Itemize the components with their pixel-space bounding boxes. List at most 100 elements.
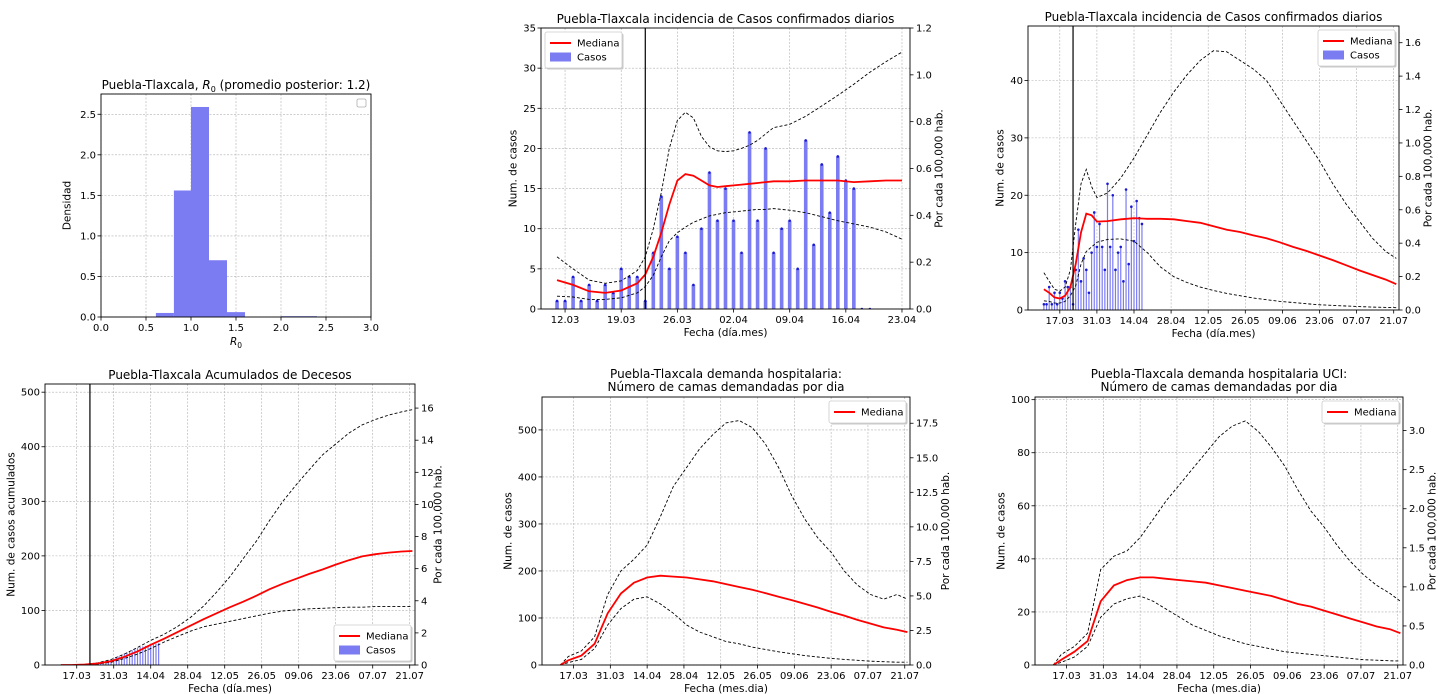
case-bar [1130, 206, 1132, 310]
y-tick-label: 20 [1010, 191, 1023, 202]
y-axis-label: Num. de casos acumulados [5, 452, 17, 596]
x-tick-label: 21.07 [1383, 671, 1412, 682]
case-bar [1051, 304, 1053, 310]
x-axis-label: Fecha (día.mes) [684, 327, 768, 339]
x-tick-label: 0.0 [93, 323, 109, 334]
case-bar [563, 300, 567, 309]
y-tick-label: 0 [530, 305, 536, 316]
lower-bound-line [560, 596, 908, 665]
y-right-tick-label: 4 [421, 596, 427, 607]
x-tick-label: 14.04 [136, 671, 165, 682]
case-bar [659, 196, 664, 309]
y-right-tick-label: 0.0 [916, 661, 932, 672]
case-bar [131, 650, 133, 665]
case-bar [1128, 264, 1130, 310]
y-tick-label: 80 [1017, 448, 1030, 459]
upper-bound-line [60, 409, 413, 665]
case-bar [819, 164, 824, 309]
gridlines [542, 397, 910, 666]
case-point [1140, 222, 1144, 226]
y-tick-label: 60 [1017, 501, 1030, 512]
case-point [1111, 193, 1115, 197]
x-tick-label: 2.5 [318, 323, 334, 334]
case-bar [691, 284, 696, 309]
x-axis-label: Fecha (día.mes) [1172, 328, 1256, 340]
x-tick-label: 21.07 [1379, 316, 1408, 327]
case-bar [1109, 246, 1111, 310]
x-tick-label: 17.03 [1045, 316, 1074, 327]
y-tick-label: 25 [523, 104, 536, 115]
lower-bound-line [556, 208, 903, 300]
x-tick-label: 14.04 [1126, 671, 1155, 682]
case-bar [1061, 298, 1064, 310]
case-point [796, 267, 799, 271]
y-right-tick-label: 7.5 [916, 557, 932, 568]
chart-subtitle: Número de camas demandadas por dia [1100, 380, 1337, 394]
case-point [595, 299, 599, 303]
x-tick-label: 12.05 [706, 671, 735, 682]
y-tick-label: 30 [1010, 133, 1023, 144]
y-right-tick-label: 1.2 [916, 24, 932, 35]
case-bar [158, 643, 160, 665]
y-right-tick-label: 1.4 [1405, 72, 1421, 83]
case-bar [651, 252, 656, 309]
case-bar [571, 276, 575, 309]
case-bar [1112, 195, 1114, 310]
case-bar [118, 656, 120, 665]
case-bar [1085, 269, 1087, 310]
x-tick-label: 1.5 [228, 323, 244, 334]
case-bar [123, 653, 125, 665]
case-point [571, 275, 575, 279]
case-point [1106, 182, 1109, 186]
y-tick-label: 200 [518, 566, 537, 577]
case-point [1053, 291, 1056, 295]
x-tick-label: 28.04 [1157, 316, 1186, 327]
x-tick-label: 12.05 [1194, 316, 1223, 327]
case-point [603, 283, 607, 287]
legend-cases-swatch [339, 645, 360, 655]
case-point [1058, 291, 1062, 295]
x-tick-label: 23.04 [888, 315, 917, 326]
y-axis-label: Num. de casos [995, 492, 1007, 569]
upper-bound-line [560, 420, 908, 665]
case-bar [147, 645, 149, 665]
axes-frame [44, 383, 416, 666]
x-tick-label: 07.07 [358, 671, 387, 682]
case-bar [707, 172, 712, 309]
case-point [1092, 211, 1096, 214]
case-point [1042, 302, 1046, 306]
y-right-tick-label: 1.2 [1405, 105, 1421, 116]
case-bar [747, 132, 752, 309]
case-bar [139, 646, 141, 665]
plot-data [60, 384, 413, 665]
y-tick-label: 20 [1017, 607, 1030, 618]
case-bar [844, 180, 848, 309]
y-tick-label: 40 [1017, 554, 1030, 565]
legend-cases-swatch [1323, 50, 1344, 60]
y-tick-label: 300 [21, 497, 40, 508]
upper-bound-line [556, 51, 903, 284]
case-point [1055, 302, 1059, 306]
case-bar [126, 652, 128, 665]
y-tick-label: 35 [523, 24, 536, 35]
case-bar [150, 644, 152, 665]
chart-title: Puebla-Tlaxcala Acumulados de Decesos [108, 368, 351, 382]
x-tick-label: 26.05 [247, 671, 276, 682]
x-tick-label: 12.03 [551, 315, 580, 326]
plot-data [1042, 26, 1397, 310]
gridlines [100, 94, 372, 318]
case-bar [763, 148, 768, 309]
y-right-tick-label: 10.0 [916, 522, 938, 533]
upper-bound-line [1053, 420, 1401, 665]
axes-frame [541, 396, 911, 666]
x-tick-label: 17.03 [559, 671, 588, 682]
y-tick-label: 400 [518, 472, 537, 483]
case-bar [771, 252, 776, 309]
x-tick-label: 1.0 [183, 323, 199, 334]
y-right-tick-label: 1.0 [916, 70, 932, 81]
y-right-tick-label: 1.0 [1409, 582, 1425, 593]
case-point [708, 171, 711, 174]
legend-label: Mediana [1354, 408, 1397, 419]
y-right-tick-label: 2.5 [916, 626, 932, 637]
x-tick-label: 09.04 [775, 315, 804, 326]
